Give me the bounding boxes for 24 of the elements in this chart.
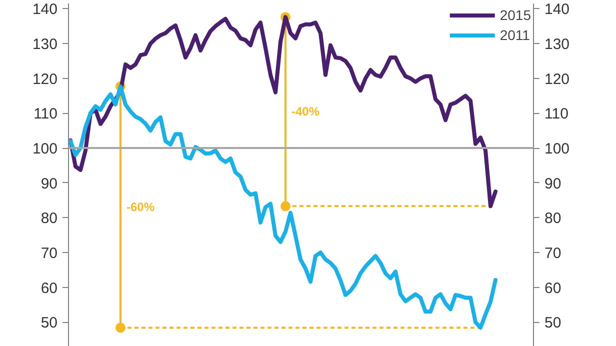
y2-tick-label: 60 <box>544 280 562 297</box>
annotation: -40% <box>291 104 320 119</box>
y-tick-label: 70 <box>40 244 58 262</box>
y2-tick-label: 130 <box>544 36 570 54</box>
annotation: -60% <box>126 200 155 214</box>
y2-tick-label: 70 <box>544 244 562 262</box>
y2-tick-label: 120 <box>544 70 570 88</box>
y2-tick-label: 100 <box>544 140 570 158</box>
y-tick-label: 120 <box>32 70 58 88</box>
y2-tick-label: 140 <box>544 1 570 18</box>
y-tick-label: 60 <box>40 280 58 297</box>
y2-tick-label: 110 <box>544 106 568 123</box>
y-tick-label: 80 <box>40 210 58 228</box>
y-tick-label: 130 <box>32 36 58 54</box>
y-tick-label: 110 <box>34 106 58 123</box>
legend-label: 2015 <box>500 7 531 23</box>
legend-label: 2011 <box>500 27 530 43</box>
y-tick-label: 50 <box>40 314 58 332</box>
y-tick-label: 90 <box>40 175 58 192</box>
y2-tick-label: 80 <box>544 210 562 228</box>
y2-tick-label: 50 <box>544 314 562 332</box>
y-tick-label: 100 <box>32 140 58 158</box>
y2-tick-label: 90 <box>544 175 562 192</box>
y-tick-label: 140 <box>32 1 58 18</box>
